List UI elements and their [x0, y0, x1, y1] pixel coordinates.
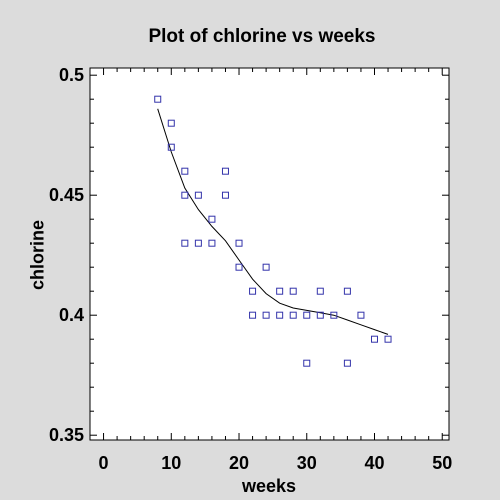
x-tick-label: 20 — [229, 453, 249, 473]
data-point — [357, 311, 365, 319]
data-point — [208, 239, 216, 247]
x-tick-label: 0 — [99, 453, 109, 473]
axis-ticks — [90, 68, 449, 440]
data-point — [303, 359, 311, 367]
data-point — [167, 119, 175, 127]
plot-area — [89, 67, 450, 441]
data-point — [262, 311, 270, 319]
data-point — [235, 239, 243, 247]
y-tick-label: 0.5 — [59, 65, 84, 85]
data-point — [276, 287, 284, 295]
data-point — [181, 239, 189, 247]
data-point — [289, 287, 297, 295]
data-point — [262, 263, 270, 271]
data-point — [370, 335, 378, 343]
data-point — [289, 311, 297, 319]
smoothed-fit-line — [157, 108, 389, 335]
data-point — [276, 311, 284, 319]
data-point — [235, 263, 243, 271]
data-point — [221, 191, 229, 199]
data-point — [316, 287, 324, 295]
data-point — [181, 167, 189, 175]
data-marks — [154, 95, 392, 367]
data-point — [167, 143, 175, 151]
data-point — [221, 167, 229, 175]
data-point — [181, 191, 189, 199]
chart-title: Plot of chlorine vs weeks — [148, 26, 376, 47]
x-tick-label: 40 — [364, 453, 384, 473]
data-point — [330, 311, 338, 319]
data-point — [343, 359, 351, 367]
x-tick-label: 10 — [161, 453, 181, 473]
y-tick-label: 0.35 — [49, 425, 84, 445]
y-tick-label: 0.45 — [49, 185, 84, 205]
data-point — [384, 335, 392, 343]
x-tick-label: 50 — [432, 453, 452, 473]
data-point — [194, 191, 202, 199]
y-tick-label: 0.4 — [59, 305, 84, 325]
data-point — [343, 287, 351, 295]
data-point — [154, 95, 162, 103]
data-point — [303, 311, 311, 319]
data-point — [208, 215, 216, 223]
data-point — [249, 287, 257, 295]
data-point — [194, 239, 202, 247]
x-tick-label: 30 — [297, 453, 317, 473]
data-point — [249, 311, 257, 319]
axis-tick-labels: 0 10 20 30 40 50 0.35 0.4 0.45 0.5 — [49, 65, 452, 473]
data-point — [316, 311, 324, 319]
x-axis-label: weeks — [241, 476, 297, 496]
